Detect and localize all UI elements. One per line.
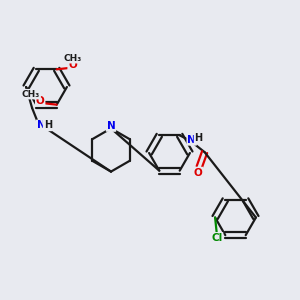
Text: CH₃: CH₃ xyxy=(22,90,40,99)
Text: Cl: Cl xyxy=(211,233,223,243)
Text: H: H xyxy=(44,120,52,130)
Text: N: N xyxy=(37,120,46,130)
Text: O: O xyxy=(36,96,45,106)
Text: N: N xyxy=(106,121,116,131)
Text: CH₃: CH₃ xyxy=(64,54,82,63)
Text: O: O xyxy=(68,60,77,70)
Text: O: O xyxy=(194,167,202,178)
Text: H: H xyxy=(194,133,203,143)
Text: N: N xyxy=(187,135,196,145)
